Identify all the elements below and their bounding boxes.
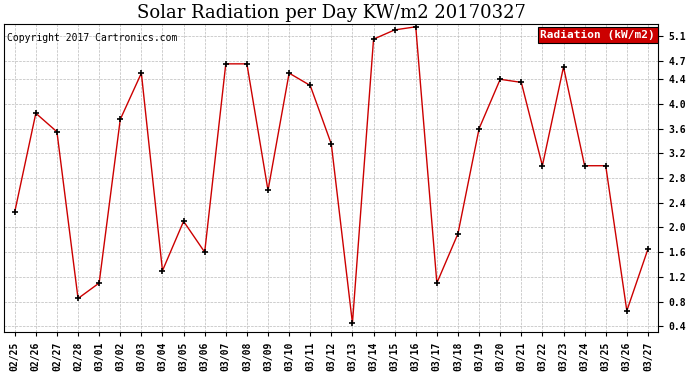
Text: Radiation (kW/m2): Radiation (kW/m2): [540, 30, 655, 40]
Title: Solar Radiation per Day KW/m2 20170327: Solar Radiation per Day KW/m2 20170327: [137, 4, 526, 22]
Text: Copyright 2017 Cartronics.com: Copyright 2017 Cartronics.com: [8, 33, 178, 43]
